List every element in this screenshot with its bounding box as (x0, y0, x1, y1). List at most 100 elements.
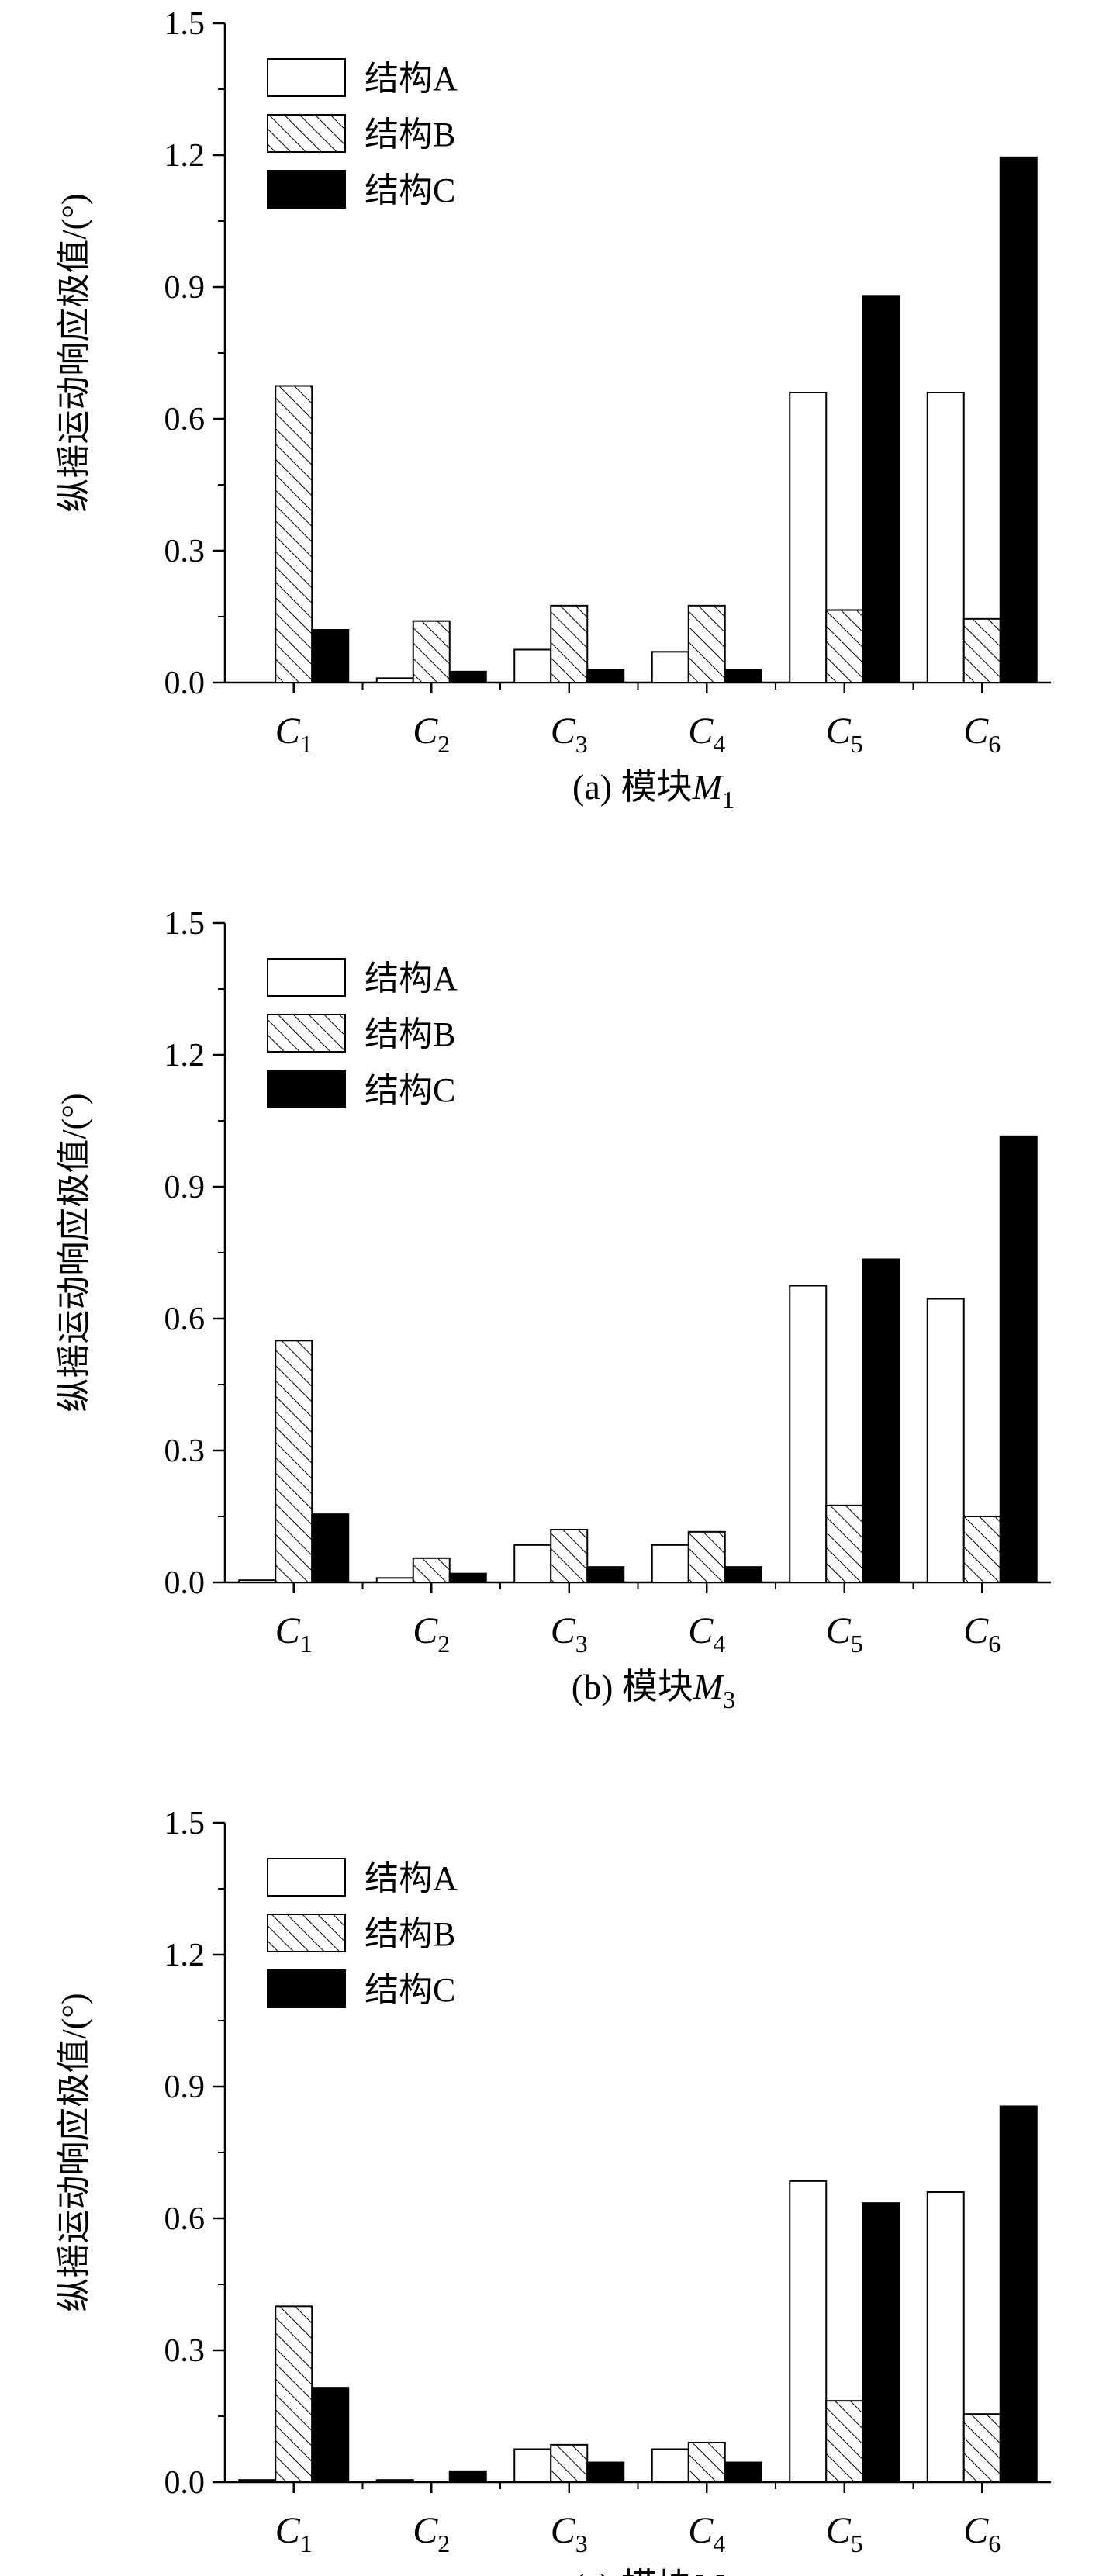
legend-swatch (267, 58, 346, 97)
x-tick-label-name: C (688, 1610, 714, 1651)
legend-label: 结构B (365, 1915, 455, 1953)
bar-b-c4 (687, 1530, 726, 1584)
y-tick-label: 1.5 (164, 906, 206, 942)
x-tick-label-subscript: 1 (300, 1630, 313, 1658)
bar-b-c3 (550, 2443, 589, 2483)
bar-b-c3 (550, 1529, 589, 1583)
bar-b-c5 (825, 609, 864, 683)
bar-a-c4 (651, 651, 689, 683)
bar-a-c4 (651, 2448, 689, 2483)
legend-swatch (267, 958, 346, 997)
x-tick-label-subscript: 3 (575, 2529, 588, 2557)
bar-b-c3 (550, 604, 589, 683)
bar-a-c2 (375, 677, 414, 683)
bar-c-c4 (724, 669, 762, 683)
bar-a-c6 (926, 392, 965, 683)
bar-a-c2 (375, 2479, 414, 2484)
x-tick-label-subscript: 1 (300, 2529, 313, 2557)
y-tick-label: 0.9 (164, 270, 206, 306)
bar-a-c2 (375, 1577, 414, 1584)
x-tick-label: C2 (413, 2510, 450, 2557)
caption-variable: M (692, 767, 724, 807)
caption-subscript: 1 (722, 786, 734, 814)
bar-b-c6 (962, 2413, 1001, 2484)
y-tick-label: 0.3 (164, 2333, 206, 2369)
x-tick-label-name: C (826, 2510, 852, 2551)
x-tick-label-subscript: 6 (988, 730, 1001, 758)
x-tick-label: C1 (275, 2510, 313, 2557)
x-tick-label-subscript: 5 (851, 1630, 863, 1658)
legend-label: 结构B (365, 1015, 455, 1053)
bar-c-c4 (724, 2461, 762, 2483)
x-tick-label: C5 (826, 1610, 863, 1658)
x-tick-label-name: C (413, 711, 438, 752)
bar-b-c1 (275, 385, 313, 683)
x-tick-label: C4 (688, 1610, 725, 1658)
x-tick-label-subscript: 4 (713, 2529, 725, 2557)
caption-prefix: (a) 模块 (572, 767, 693, 807)
bar-b-c5 (825, 2400, 864, 2484)
bar-a-c1 (238, 1579, 277, 1583)
x-tick-label-name: C (413, 2510, 438, 2551)
bar-a-c1 (238, 2479, 277, 2484)
bar-a-c5 (789, 2180, 828, 2483)
x-tick-label-subscript: 4 (713, 1630, 725, 1658)
bar-c-c5 (862, 295, 900, 683)
legend-label: 结构B (365, 116, 455, 154)
y-axis-label: 纵摇运动响应极值/(°) (55, 1093, 93, 1412)
y-tick-label: 0.0 (164, 2465, 206, 2501)
y-tick-label: 1.2 (164, 1938, 206, 1973)
legend-swatch (267, 1858, 346, 1897)
x-tick-label-name: C (275, 2510, 301, 2551)
bar-a-c6 (926, 2191, 965, 2483)
x-tick-label-name: C (826, 1610, 852, 1651)
x-tick-label: C3 (551, 711, 588, 758)
x-tick-label: C1 (275, 1610, 313, 1658)
x-tick-label: C2 (413, 1610, 450, 1658)
panel-caption: (c) 模块M5 (572, 2567, 734, 2576)
x-tick-label-name: C (688, 2510, 714, 2551)
bar-b-c5 (825, 1504, 864, 1584)
bar-b-c2 (412, 620, 451, 684)
x-tick-label: C6 (963, 1610, 1001, 1658)
x-tick-label-name: C (275, 711, 301, 752)
bar-b-c4 (687, 604, 726, 683)
x-tick-label: C3 (551, 2510, 588, 2557)
x-tick-label-name: C (826, 711, 852, 752)
x-tick-label: C5 (826, 711, 863, 758)
legend-swatch (267, 114, 346, 153)
bar-c-c2 (448, 1572, 487, 1583)
x-tick-label-name: C (963, 2510, 989, 2551)
y-tick-label: 1.5 (164, 1806, 206, 1841)
x-tick-label: C2 (413, 711, 450, 758)
x-tick-label: C6 (963, 2510, 1001, 2557)
x-tick-label-name: C (551, 2510, 576, 2551)
x-tick-label-subscript: 3 (575, 1630, 588, 1658)
bar-c-c6 (999, 156, 1038, 684)
x-tick-label-subscript: 2 (437, 2529, 450, 2557)
x-tick-label-subscript: 1 (300, 730, 313, 758)
bar-c-c2 (448, 2470, 487, 2483)
caption-variable: M (692, 2567, 724, 2576)
bar-b-c2 (412, 1557, 451, 1584)
bar-b-c6 (962, 617, 1001, 683)
y-tick-label: 0.0 (164, 1565, 206, 1601)
x-tick-label: C1 (275, 711, 313, 758)
bar-c-c6 (999, 1135, 1038, 1584)
x-tick-label: C3 (551, 1610, 588, 1658)
y-tick-label: 0.9 (164, 1170, 206, 1205)
bar-c-c3 (586, 669, 625, 683)
x-tick-label-name: C (413, 1610, 438, 1651)
bar-c-c4 (724, 1566, 762, 1583)
bar-a-c5 (789, 1285, 828, 1583)
legend-label: 结构A (365, 960, 458, 998)
y-tick-label: 0.3 (164, 534, 206, 569)
x-tick-label-name: C (551, 711, 576, 752)
bar-b-c6 (962, 1516, 1001, 1583)
bar-c-c1 (311, 1513, 350, 1583)
y-tick-label: 0.6 (164, 2201, 206, 2237)
legend-label: 结构A (365, 1859, 458, 1897)
legend-swatch (267, 1914, 346, 1952)
legend-swatch (267, 1070, 346, 1108)
